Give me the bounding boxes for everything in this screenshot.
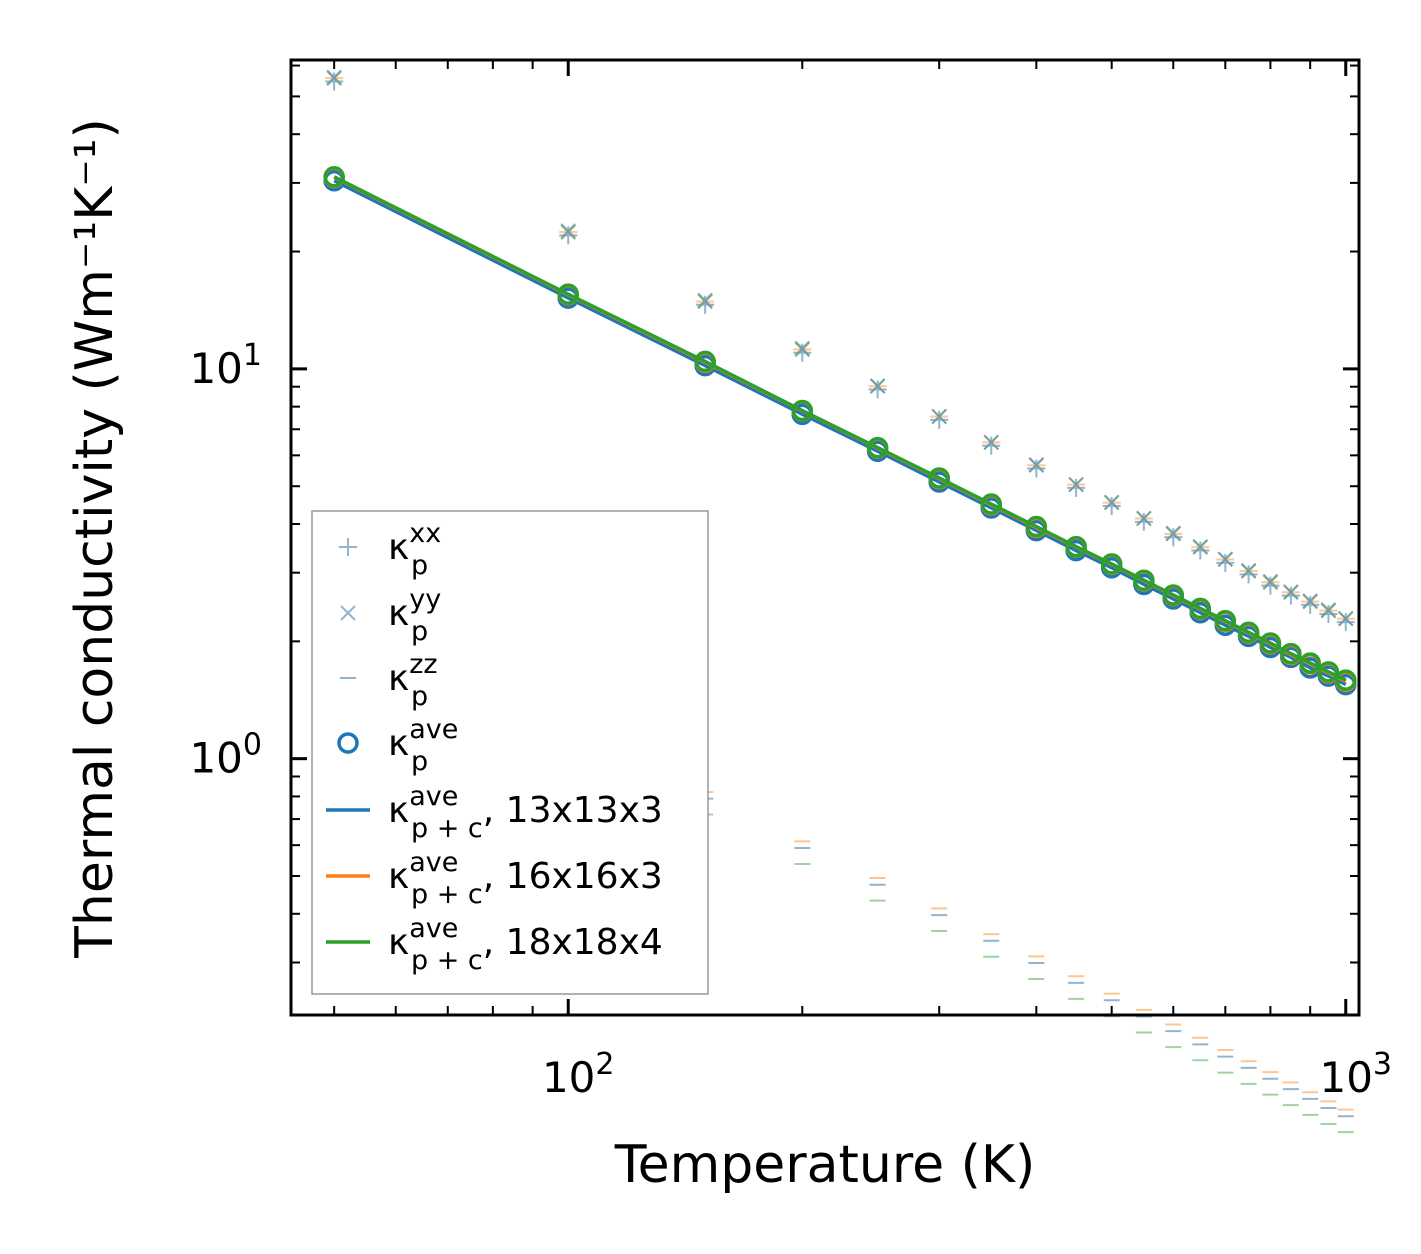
x-marker — [1283, 584, 1299, 600]
plot-frame — [289, 58, 1361, 1017]
legend-label: κave p + c, 16x16x3 — [388, 847, 663, 910]
circle-marker — [866, 436, 889, 459]
plus-marker — [1164, 528, 1183, 547]
series-line — [333, 175, 1347, 682]
x-marker — [983, 434, 999, 451]
y-tick-label: 100 — [189, 728, 262, 783]
x-marker — [1136, 510, 1152, 526]
plus-marker — [1281, 586, 1300, 605]
circle-marker — [791, 399, 814, 422]
plus-marker — [325, 72, 344, 91]
y-axis-label: Thermal conductivity (Wm⁻¹K⁻¹) — [65, 118, 125, 959]
plus-marker — [1336, 613, 1355, 632]
legend-box — [311, 510, 709, 995]
plus-marker — [930, 410, 949, 429]
circle-marker — [1189, 597, 1212, 620]
circle-marker — [1299, 652, 1321, 674]
circle-marker — [1133, 569, 1155, 591]
plus-marker — [1027, 459, 1046, 478]
x-marker — [560, 223, 576, 239]
legend-label: κave p + c, 13x13x3 — [388, 781, 663, 844]
x-tick-label: 102 — [542, 1047, 615, 1102]
x-marker — [1165, 525, 1181, 541]
legend-label: κzz p — [388, 649, 438, 712]
x-marker — [1240, 562, 1257, 579]
x-marker — [1217, 551, 1234, 567]
circle-marker — [337, 732, 359, 754]
x-tick-label: 103 — [1319, 1047, 1392, 1102]
legend-label: κave p — [388, 714, 458, 777]
legend-label: κave p + c, 18x18x4 — [388, 913, 663, 976]
circle-marker — [980, 493, 1003, 515]
x-marker — [869, 378, 886, 394]
plus-marker — [868, 380, 887, 399]
plus-marker — [1239, 565, 1258, 584]
legend-item-kp_zz: κzz p — [340, 649, 438, 712]
tick-labels: 102 103 100 101 — [189, 338, 1392, 1102]
plus-marker — [1261, 576, 1280, 595]
series-kpc_18 — [323, 166, 1357, 691]
plus-marker — [696, 295, 715, 314]
legend-item-kpc_13: κave p + c, 13x13x3 — [326, 781, 663, 844]
x-marker — [931, 408, 947, 425]
circle-marker — [1335, 669, 1357, 691]
circle-marker — [1214, 609, 1237, 632]
x-marker — [794, 340, 810, 356]
legend-label: κyy p — [388, 584, 441, 647]
x-marker — [1262, 573, 1279, 590]
x-marker — [1103, 494, 1120, 510]
x-marker — [697, 292, 713, 308]
circle-marker — [1280, 642, 1302, 665]
legend-item-kp_ave: κave p — [337, 714, 458, 777]
plus-marker — [1216, 553, 1235, 572]
plus-marker — [1319, 605, 1338, 624]
x-axis-label: Temperature (K) — [614, 1135, 1036, 1195]
plus-marker — [982, 436, 1001, 455]
circle-marker — [1025, 515, 1048, 538]
legend-item-kp_yy: κyy p — [340, 584, 441, 647]
series-line — [333, 179, 1347, 687]
circle-marker — [1259, 632, 1282, 654]
legend-item-kpc_18: κave p + c, 18x18x4 — [326, 913, 663, 976]
series-kp_yy — [326, 69, 1354, 627]
x-marker — [1320, 602, 1337, 618]
plus-marker — [1134, 512, 1153, 531]
circle-marker — [1065, 535, 1087, 558]
legend-label: κxx p — [388, 518, 441, 581]
y-tick-label: 101 — [189, 338, 262, 393]
plus-marker — [1301, 595, 1320, 614]
legend-item-kpc_16: κave p + c, 16x16x3 — [326, 847, 663, 910]
x-marker — [1338, 610, 1354, 627]
plus-marker — [793, 343, 812, 362]
series-kp_xx — [325, 72, 1355, 632]
plus-marker — [1102, 496, 1121, 515]
circle-marker — [1162, 584, 1185, 606]
x-marker — [1068, 476, 1084, 493]
circle-marker — [557, 283, 579, 305]
plus-marker — [339, 538, 357, 556]
x-marker — [1192, 538, 1208, 555]
x-marker — [1302, 593, 1318, 609]
circle-marker — [1317, 661, 1340, 683]
x-marker — [326, 69, 342, 85]
circle-marker — [928, 467, 950, 489]
circle-marker — [323, 166, 345, 188]
legend-item-kp_xx: κxx p — [339, 518, 441, 581]
circle-marker — [1100, 553, 1123, 575]
circle-marker — [694, 350, 716, 373]
plot-data — [323, 69, 1357, 1118]
plus-marker — [559, 226, 578, 245]
plus-marker — [1067, 478, 1086, 497]
x-marker — [1028, 456, 1045, 473]
circle-marker — [1237, 621, 1260, 644]
plus-marker — [1191, 541, 1210, 560]
x-marker — [340, 605, 356, 621]
